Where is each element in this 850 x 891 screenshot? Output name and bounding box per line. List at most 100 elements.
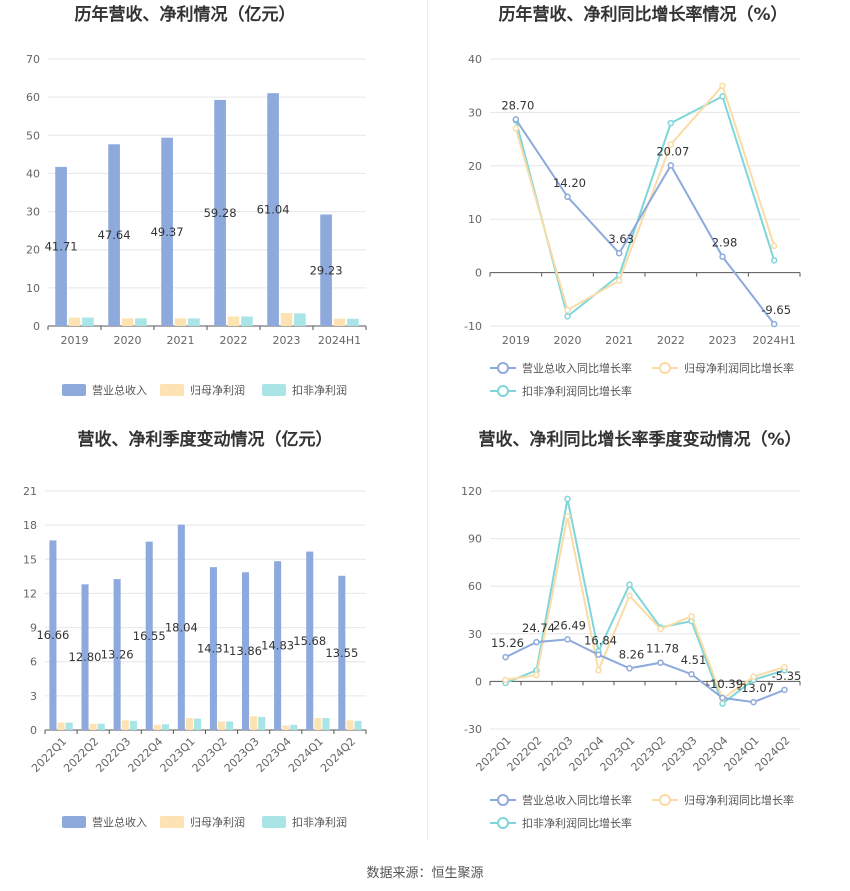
bar-non-recurring-net-profit (290, 724, 298, 730)
bar-revenue (209, 567, 217, 730)
bar-parent-net-profit (89, 723, 97, 730)
bar-non-recurring-net-profit (347, 318, 359, 326)
bar-non-recurring-net-profit (226, 721, 234, 730)
bar-non-recurring-net-profit (188, 318, 200, 326)
series-point (657, 625, 664, 633)
bar-data-label: 13.55 (325, 646, 358, 660)
series-point (750, 673, 757, 680)
series-point (533, 638, 540, 646)
data-source-note: 数据来源：恒生聚源 (366, 866, 484, 881)
x-tick-label: 2021 (167, 334, 195, 347)
bar-parent-net-profit (346, 720, 354, 730)
quarterly-revenue-profit-panel: 营收、净利季度变动情况（亿元） 0 3 6 9 12 15 18 21 2022Q1 2022Q2 2… (0, 430, 425, 860)
series-point (719, 82, 726, 89)
line-data-label: 2.98 (712, 236, 738, 250)
series-point (595, 651, 602, 658)
line-data-label: 20.07 (656, 144, 689, 158)
series-point (564, 495, 571, 503)
chart-svg: 历年营收、净利同比增长率情况（%） -10 0 10 20 30 40 2019 2020 202… (464, 4, 801, 398)
bar-data-label: 41.71 (45, 239, 78, 253)
x-tick-label: 2019 (61, 334, 89, 347)
bar-parent-net-profit (280, 313, 293, 326)
y-tick-label: 20 (26, 244, 40, 257)
y-tick-label: 60 (468, 580, 482, 593)
legend-label: 归母净利润同比增长率 (684, 361, 794, 375)
bar-data-label: 16.66 (36, 628, 69, 642)
legend-label: 扣非净利润 (292, 383, 347, 397)
y-tick-label: 30 (26, 206, 40, 219)
bar-data-label: 13.26 (101, 648, 134, 662)
series-point (688, 613, 695, 620)
legend-label: 扣非净利润同比增长率 (522, 384, 632, 398)
bar-data-label: 59.28 (204, 206, 237, 220)
legend-item: 扣非净利润同比增长率 (490, 816, 632, 830)
y-tick-label: 30 (468, 628, 482, 641)
bar-non-recurring-net-profit (97, 723, 105, 730)
series-point (667, 162, 675, 169)
bar-data-label: 13.86 (229, 644, 262, 658)
legend-label: 营业总收入同比增长率 (522, 793, 632, 807)
x-tick-label: 2021 (605, 334, 633, 347)
y-tick-label: 6 (30, 656, 37, 669)
bar-parent-net-profit (218, 721, 226, 730)
bar-non-recurring-net-profit (194, 718, 202, 730)
y-tick-label: 18 (23, 519, 37, 532)
series-point (626, 592, 633, 599)
legend-item: 营业总收入同比增长率 (490, 361, 632, 375)
legend-marker (497, 817, 509, 829)
series-point (564, 636, 571, 643)
panel-divider (427, 0, 428, 840)
bar-non-recurring-net-profit (354, 720, 362, 730)
bar-revenue (81, 584, 89, 730)
bar-revenue (274, 561, 282, 730)
y-tick-label: -30 (464, 723, 482, 736)
legend-marker (659, 362, 671, 374)
legend-item: 归母净利润 (160, 815, 245, 829)
series-line-parent-profit-growth (505, 516, 785, 701)
series-line-revenue-growth (515, 118, 775, 325)
x-tick-label: 2019 (502, 334, 530, 347)
x-tick-label: 2022 (657, 334, 685, 347)
series-point (502, 653, 509, 661)
chart-title: 历年营收、净利情况（亿元） (75, 4, 296, 25)
x-tick-label: 2020 (554, 334, 582, 347)
legend-swatch (62, 384, 86, 396)
legend-item: 扣非净利润 (262, 815, 347, 829)
series-point (688, 670, 695, 678)
chart-svg: 营收、净利同比增长率季度变动情况（%）-3003060901202022Q120… (461, 430, 802, 830)
bar-parent-net-profit (174, 318, 187, 326)
series-point (781, 686, 788, 694)
series-point (615, 277, 623, 284)
legend-swatch (62, 816, 86, 828)
y-tick-label: 0 (33, 320, 40, 333)
y-tick-label: 30 (468, 106, 482, 119)
bar-data-label: 18.04 (165, 620, 198, 634)
bar-parent-net-profit (227, 316, 240, 326)
line-data-label: -9.65 (761, 303, 791, 317)
series-point (750, 698, 757, 706)
legend-label: 扣非净利润 (292, 815, 347, 829)
bar-non-recurring-net-profit (161, 724, 170, 730)
bar-revenue (108, 144, 120, 326)
y-tick-label: 40 (468, 53, 482, 66)
x-tick-label: 2023 (709, 334, 737, 347)
line-data-label: 15.26 (491, 636, 524, 650)
bar-non-recurring-net-profit (294, 313, 306, 326)
series-line-revenue-growth (505, 638, 785, 704)
annual-growth-rate-panel: 历年营收、净利同比增长率情况（%） -10 0 10 20 30 40 2019 2020 202… (425, 0, 850, 430)
series-point (770, 242, 778, 250)
y-tick-label: 12 (23, 587, 37, 600)
legend-label: 营业总收入 (92, 383, 147, 397)
y-tick-label: 60 (26, 91, 40, 104)
line-data-label: 28.70 (501, 98, 534, 112)
bar-non-recurring-net-profit (65, 722, 73, 730)
series-point (564, 306, 571, 314)
legend-item: 扣非净利润 (262, 383, 347, 397)
series-point (533, 671, 540, 679)
bar-non-recurring-net-profit (258, 716, 266, 730)
line-data-label: 3.63 (608, 232, 634, 246)
series-point (719, 93, 726, 100)
bar-revenue (177, 524, 185, 730)
bar-revenue (145, 541, 153, 730)
bar-revenue (267, 93, 279, 327)
